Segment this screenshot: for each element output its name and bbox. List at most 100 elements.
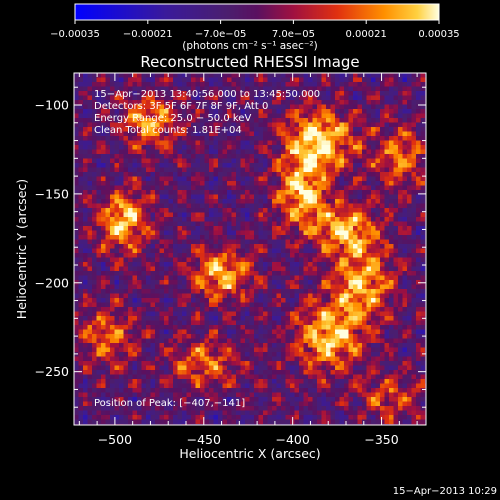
heatmap-cell [335,230,340,236]
heatmap-cell [411,181,417,186]
heatmap-cell [326,221,331,227]
heatmap-cell [357,185,363,191]
heatmap-cell [317,113,322,119]
heatmap-cell [263,280,268,285]
heatmap-cell [420,167,426,173]
heatmap-cell [245,257,250,263]
heatmap-cell [303,325,309,330]
heatmap-cell [308,100,313,105]
heatmap-cell [299,136,304,141]
heatmap-cell [173,122,178,128]
heatmap-cell [276,329,282,335]
heatmap-cell [204,163,210,168]
heatmap-cell [191,208,196,213]
heatmap-cell [312,104,318,110]
heatmap-cell [254,320,259,326]
heatmap-cell [263,190,268,195]
heatmap-cell [164,230,169,236]
heatmap-cell [389,293,394,299]
heatmap-cell [258,217,264,222]
heatmap-cell [132,316,138,321]
heatmap-cell [227,257,232,263]
heatmap-cell [200,86,205,92]
heatmap-cell [263,275,268,281]
heatmap-cell [362,316,367,321]
heatmap-cell [308,262,313,267]
heatmap-cell [240,212,246,218]
heatmap-cell [231,352,237,357]
heatmap-cell [285,212,291,218]
heatmap-cell [222,325,228,330]
heatmap-cell [335,311,340,317]
heatmap-cell [123,307,129,312]
heatmap-cell [263,109,268,114]
heatmap-cell [123,320,129,326]
heatmap-cell [254,203,259,209]
heatmap-cell [222,185,228,191]
heatmap-cell [366,257,372,263]
heatmap-cell [344,302,349,308]
heatmap-cell [389,190,394,195]
heatmap-cell [218,104,223,110]
heatmap-cell [317,91,322,96]
heatmap-cell [132,226,138,231]
heatmap-cell [83,185,88,191]
heatmap-cell [231,271,237,276]
heatmap-cell [141,253,147,258]
heatmap-cell [218,158,223,164]
heatmap-cell [299,262,304,267]
heatmap-cell [195,235,201,240]
heatmap-cell [240,149,246,155]
heatmap-cell [384,95,390,101]
heatmap-cell [317,329,322,335]
heatmap-cell [123,127,129,132]
heatmap-cell [321,190,327,195]
heatmap-cell [294,280,300,285]
heatmap-cell [326,104,331,110]
heatmap-cell [317,266,322,272]
heatmap-cell [119,86,124,92]
heatmap-cell [173,172,178,177]
heatmap-cell [119,307,124,312]
heatmap-cell [173,293,178,299]
heatmap-cell [177,95,183,101]
heatmap-cell [267,158,273,164]
heatmap-cell [420,122,426,128]
heatmap-cell [164,266,169,272]
heatmap-cell [227,338,232,344]
heatmap-cell [218,311,223,317]
heatmap-cell [146,167,151,173]
heatmap-cell [168,239,174,245]
heatmap-cell [186,311,192,317]
heatmap-cell [182,109,187,114]
heatmap-cell [177,217,183,222]
heatmap-cell [375,293,381,299]
heatmap-cell [371,347,376,353]
heatmap-cell [272,325,277,330]
heatmap-cell [141,199,147,204]
heatmap-cell [312,311,318,317]
heatmap-cell [254,181,259,186]
heatmap-cell [317,109,322,114]
heatmap-cell [105,158,111,164]
heatmap-cell [240,190,246,195]
heatmap-cell [146,266,151,272]
heatmap-cell [384,131,390,137]
heatmap-cell [164,199,169,204]
heatmap-cell [240,109,246,114]
heatmap-cell [110,325,115,330]
heatmap-cell [402,284,408,290]
heatmap-cell [231,298,237,303]
heatmap-cell [348,230,354,236]
heatmap-cell [348,298,354,303]
heatmap-cell [326,239,331,245]
heatmap-cell [92,118,97,123]
heatmap-cell [240,185,246,191]
heatmap-cell [218,275,223,281]
heatmap-cell [308,122,313,128]
heatmap-cell [240,86,246,92]
heatmap-cell [357,334,363,339]
heatmap-cell [326,244,331,249]
heatmap-cell [213,325,219,330]
heatmap-cell [290,109,295,114]
